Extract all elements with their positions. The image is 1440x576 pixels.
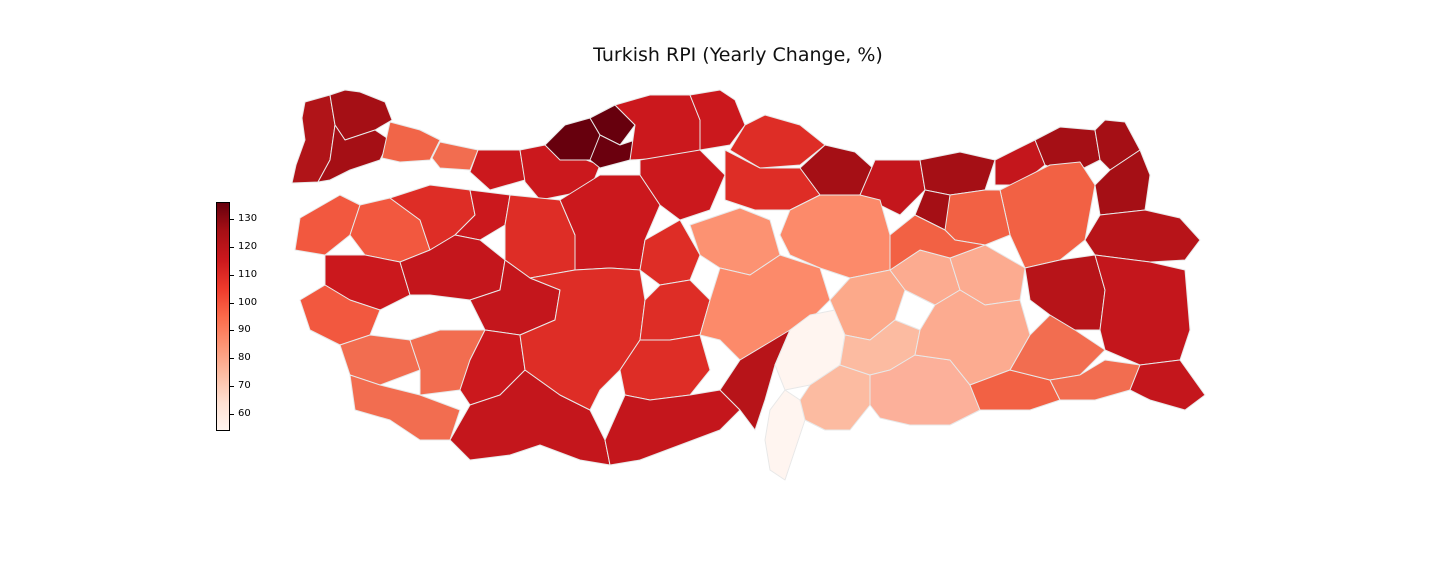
- colorbar-tick: [230, 246, 234, 248]
- colorbar-tick-label: 70: [238, 380, 251, 392]
- colorbar-tick-label: 90: [238, 324, 251, 336]
- colorbar-tick-label: 110: [238, 268, 258, 280]
- colorbar-tick-label: 80: [238, 352, 251, 364]
- colorbar-ticks: 130 120 110 100 90 80 70 60: [230, 202, 270, 431]
- map-title: Turkish RPI (Yearly Change, %): [593, 44, 883, 66]
- province-sakarya[interactable]: [469, 149, 526, 191]
- province-samsun[interactable]: [729, 114, 826, 169]
- province-canakkale[interactable]: [294, 194, 361, 256]
- province-mersin[interactable]: [604, 389, 741, 466]
- colorbar-tick: [230, 302, 234, 304]
- province-istanbul[interactable]: [381, 121, 441, 163]
- colorbar-tick: [230, 218, 234, 220]
- province-trabzon[interactable]: [919, 151, 996, 196]
- province-kocaeli[interactable]: [431, 141, 479, 171]
- province-tekirdag[interactable]: [317, 124, 391, 183]
- province-aksaray-nevsehir[interactable]: [639, 279, 711, 341]
- colorbar-tick: [230, 386, 234, 388]
- province-hakkari[interactable]: [1129, 359, 1206, 411]
- colorbar-tick: [230, 330, 234, 332]
- colorbar-tick-label: 60: [238, 408, 251, 420]
- province-mus-bitlis[interactable]: [1024, 254, 1106, 331]
- colorbar-tick: [230, 274, 234, 276]
- province-hatay[interactable]: [764, 389, 806, 481]
- province-bartin[interactable]: [589, 104, 636, 146]
- colorbar-tick: [230, 358, 234, 360]
- province-van[interactable]: [1094, 254, 1191, 366]
- province-zonguldak[interactable]: [544, 117, 601, 161]
- colorbar-tick: [230, 414, 234, 416]
- province-sinop[interactable]: [689, 89, 746, 151]
- colorbar-tick-label: 120: [238, 240, 258, 252]
- colorbar-tick-label: 100: [238, 296, 258, 308]
- colorbar-tick-label: 130: [238, 212, 258, 224]
- province-erzincan[interactable]: [944, 189, 1011, 246]
- province-konya[interactable]: [519, 267, 646, 411]
- colorbar: [216, 202, 230, 431]
- province-sivas-east[interactable]: [889, 214, 986, 271]
- province-izmir[interactable]: [299, 284, 381, 346]
- province-cankiri-corum[interactable]: [639, 149, 726, 221]
- province-igdir-agri[interactable]: [1084, 209, 1201, 263]
